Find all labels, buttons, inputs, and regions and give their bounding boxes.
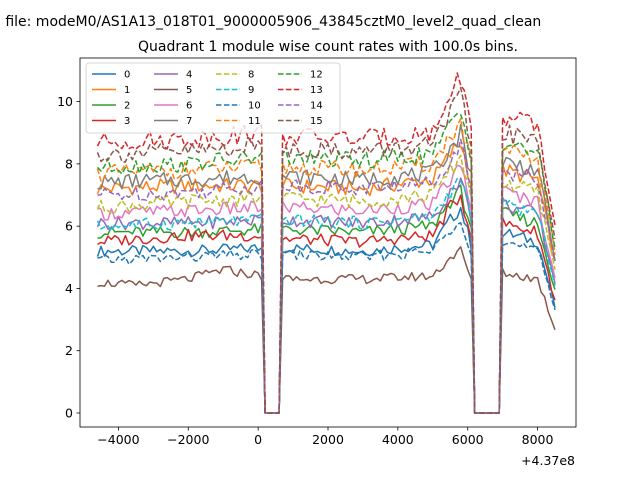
series-line-15 — [96, 86, 556, 414]
y-tick-label: 8 — [65, 156, 73, 171]
x-tick-label: 4000 — [382, 432, 414, 447]
x-axis-offset-label: +4.37e8 — [521, 453, 575, 468]
y-tick-label: 10 — [57, 94, 73, 109]
series-line-8 — [96, 154, 556, 414]
series-line-12 — [96, 112, 556, 414]
legend-label-2: 2 — [124, 101, 130, 112]
y-tick-label: 6 — [65, 219, 73, 234]
y-tick-label: 4 — [65, 281, 73, 296]
legend-box — [85, 62, 341, 134]
legend-label-9: 9 — [248, 85, 254, 96]
x-tick-label: −2000 — [167, 432, 209, 447]
legend-label-4: 4 — [186, 70, 192, 81]
legend-label-5: 5 — [186, 85, 192, 96]
legend-label-13: 13 — [310, 85, 323, 96]
legend-label-0: 0 — [124, 70, 130, 81]
legend-label-3: 3 — [124, 116, 130, 127]
series-line-3 — [97, 194, 556, 414]
x-tick-label: 6000 — [452, 432, 484, 447]
series-line-10 — [97, 222, 556, 414]
figure-suptitle: n file: modeM0/AS1A13_018T01_9000005906_… — [0, 14, 541, 30]
y-tick-label: 2 — [65, 343, 73, 358]
x-tick-label: 2000 — [312, 432, 344, 447]
series-line-11 — [96, 117, 556, 414]
x-tick-label: 8000 — [522, 432, 554, 447]
legend-label-15: 15 — [310, 116, 323, 127]
legend-label-12: 12 — [310, 70, 323, 81]
legend-label-8: 8 — [248, 70, 254, 81]
legend-label-7: 7 — [186, 116, 192, 127]
y-tick-label: 0 — [65, 405, 73, 420]
plot-area — [96, 72, 556, 414]
series-group — [96, 72, 556, 414]
chart-title: Quadrant 1 module wise count rates with … — [138, 39, 518, 55]
series-line-9 — [96, 177, 556, 414]
series-line-5 — [97, 246, 556, 414]
x-tick-label: 0 — [254, 432, 262, 447]
series-line-13 — [96, 72, 556, 414]
x-tick-label: −4000 — [97, 432, 139, 447]
legend-label-10: 10 — [248, 101, 261, 112]
legend-label-6: 6 — [186, 101, 192, 112]
legend-label-1: 1 — [124, 85, 130, 96]
series-line-14 — [97, 138, 556, 414]
series-line-0 — [96, 206, 556, 414]
legend-label-14: 14 — [310, 101, 323, 112]
legend-label-11: 11 — [248, 116, 261, 127]
